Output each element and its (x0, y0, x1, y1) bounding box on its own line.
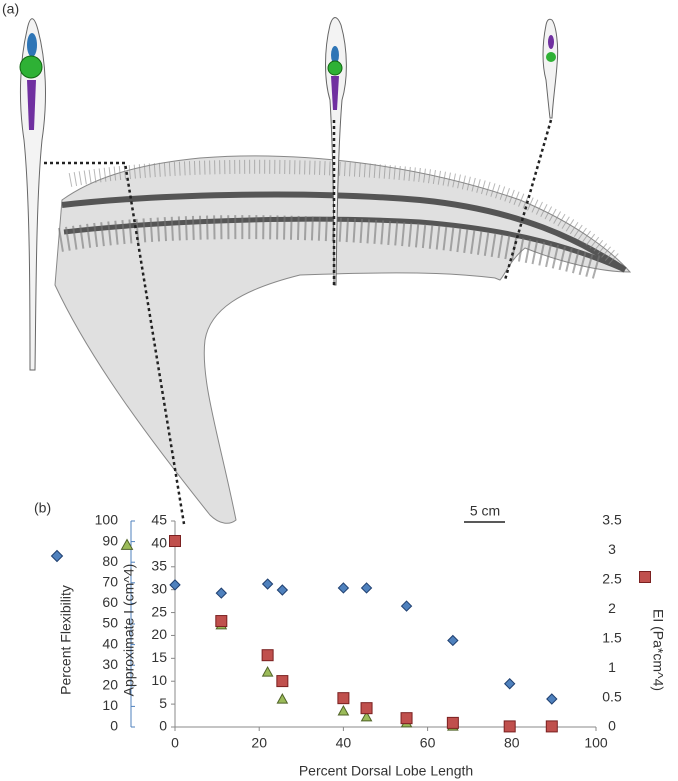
y3-tick-label: 50 (102, 615, 118, 631)
y3-tick-label: 70 (102, 574, 118, 590)
legend-marker (120, 538, 134, 550)
triangle-marker (360, 710, 373, 722)
square-marker (276, 675, 289, 688)
y3-tick-label: 0 (110, 718, 118, 734)
square-marker (169, 535, 181, 548)
y3-tick-label: 30 (102, 656, 118, 672)
diamond-marker (503, 678, 516, 690)
y-tick-label: 45 (151, 512, 167, 528)
y3-tick-label: 60 (102, 594, 118, 610)
square-marker (503, 720, 516, 733)
y2-tick-label: 1.5 (602, 629, 622, 645)
y-tick-label: 40 (151, 535, 167, 551)
y-tick-label: 0 (159, 718, 167, 734)
diamond-marker (169, 579, 181, 591)
legend-label: Approximate I (cm^4) (121, 564, 137, 697)
diamond-marker (215, 587, 228, 599)
y-tick-label: 20 (151, 626, 167, 642)
legend-label: Percent Flexibility (58, 585, 74, 695)
legend-label: EI (Pa*cm^4) (650, 609, 666, 691)
x-tick-label: 60 (420, 735, 436, 751)
square-marker (360, 702, 373, 715)
y2-tick-label: 2.5 (602, 571, 622, 587)
diamond-marker (261, 578, 274, 590)
diamond-marker (400, 600, 413, 612)
triangle-marker (261, 666, 274, 677)
y2-tick-label: 0.5 (602, 688, 622, 704)
panel-label: (b) (34, 500, 51, 516)
y-tick-label: 30 (151, 580, 167, 596)
x-tick-label: 100 (584, 735, 608, 751)
diamond-marker (337, 582, 350, 594)
diamond-marker (360, 582, 373, 594)
legend-marker (639, 571, 651, 583)
y-tick-label: 5 (159, 695, 167, 711)
tail-illustration (19, 17, 632, 525)
triangle-marker (337, 704, 350, 716)
y2-tick-label: 0 (608, 718, 616, 734)
x-axis-title: Percent Dorsal Lobe Length (299, 763, 473, 779)
square-marker (400, 712, 413, 725)
x-tick-label: 20 (251, 735, 267, 751)
diamond-marker (276, 584, 289, 596)
y-tick-label: 15 (151, 649, 167, 665)
y3-tick-label: 80 (102, 553, 118, 569)
diamond-marker (546, 693, 558, 705)
y2-tick-label: 1 (608, 659, 616, 675)
y3-tick-label: 90 (102, 532, 118, 548)
y-tick-label: 10 (151, 672, 167, 688)
legend-marker (50, 549, 64, 563)
square-marker (545, 720, 558, 733)
panel-label: (a) (2, 1, 19, 17)
y-tick-label: 35 (151, 557, 167, 573)
y2-tick-label: 3.5 (602, 512, 622, 528)
y2-tick-label: 3 (608, 541, 616, 557)
square-marker (337, 692, 350, 705)
square-marker (261, 649, 274, 662)
x-tick-label: 0 (171, 735, 179, 751)
y2-tick-label: 2 (608, 600, 616, 616)
square-marker (215, 615, 228, 628)
x-tick-label: 40 (336, 735, 352, 751)
square-marker (446, 716, 459, 729)
y3-tick-label: 20 (102, 677, 118, 693)
y3-tick-label: 10 (102, 697, 118, 713)
y-tick-label: 25 (151, 603, 167, 619)
diamond-marker (447, 634, 459, 647)
x-tick-label: 80 (504, 735, 520, 751)
scale-bar-label: 5 cm (470, 503, 500, 519)
triangle-marker (276, 693, 289, 704)
y3-tick-label: 100 (95, 512, 119, 528)
y3-tick-label: 40 (102, 635, 118, 651)
